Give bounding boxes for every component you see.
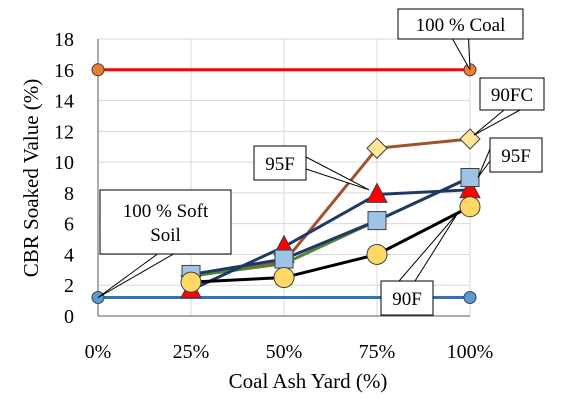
series-line-4 [190,188,471,292]
callout-pointer-4 [97,253,176,298]
y-tick-label-2: 4 [64,244,74,266]
callout-pointer-3 [477,148,491,178]
marker-s6-p2 [366,243,388,265]
marker-s5-p1 [274,249,294,269]
y-tick-label-0: 0 [64,306,74,328]
marker-s6-p1 [273,267,295,289]
callout-box-2 [253,145,307,181]
y-tick-label-3: 6 [64,214,74,236]
callout-box-5 [380,280,434,316]
y-tick-label-5: 10 [54,152,74,174]
x-axis-label: Coal Ash Yard (%) [229,369,388,393]
callout-text-4-line-1: Soil [150,225,181,246]
marker-s4-p2 [366,182,388,203]
callout-text-1: 90FC [491,85,533,106]
callout-pointer-1 [473,109,521,136]
callout-text-3: 95F [501,146,531,167]
y-tick-label-8: 16 [54,60,74,82]
y-tick-label-4: 8 [64,183,74,205]
callout-box-1 [479,77,545,111]
x-tick-label-2: 50% [266,341,303,363]
tick-labels: 0 2 4 6 8 10 12 14 16 18 0% 25% 50% 75% 100% [54,29,493,363]
y-tick-label-9: 18 [54,29,74,51]
callout-box-3 [489,137,543,173]
marker-s0-p0 [91,63,105,77]
callout-pointer-5 [397,212,459,282]
callouts: 100 % Coal 90FC 95F 95F 100 % Soft Soil 90F [97,8,545,316]
axes [97,39,470,317]
y-tick-label-7: 14 [54,91,74,113]
x-tick-label-1: 25% [173,341,210,363]
x-tick-label-3: 75% [359,341,396,363]
callout-box-0 [397,8,524,40]
series-line-5 [190,176,471,276]
marker-s6-p0 [180,271,202,293]
marker-s1-p1 [463,291,477,305]
series-lines [98,68,471,300]
callout-text-2: 95F [265,154,295,175]
callout-text-5: 90F [392,289,422,310]
marker-s2-p2 [366,137,388,159]
y-tick-label-1: 2 [64,275,74,297]
x-tick-label-0: 0% [85,341,112,363]
callout-text-4-line-0: 100 % Soft [123,201,209,222]
callout-pointer-0 [451,38,471,71]
y-tick-label-6: 12 [54,121,74,143]
series-line-6 [190,205,471,284]
x-tick-label-4: 100% [447,341,494,363]
callout-text-0: 100 % Coal [416,15,506,36]
marker-s5-p3 [460,168,480,187]
y-axis-label: CBR Soaked Value (%) [19,79,43,278]
callout-box-4 [99,189,232,255]
marker-s6-p3 [459,196,481,218]
marker-s5-p2 [367,211,387,231]
